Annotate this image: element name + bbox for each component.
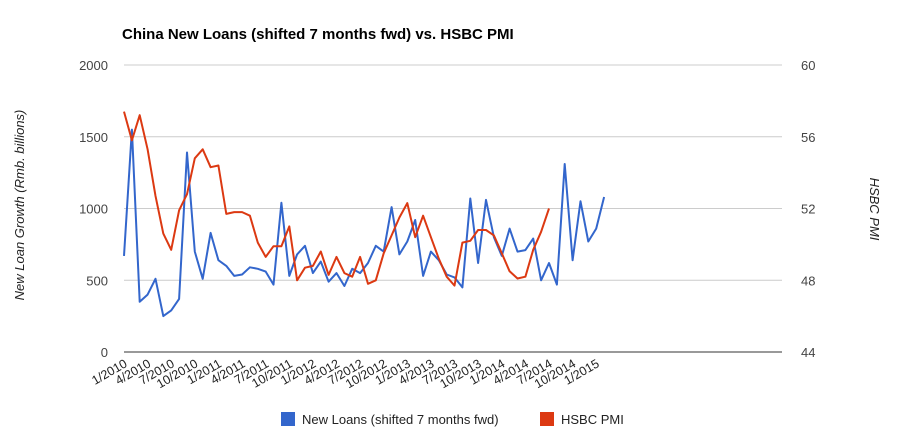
right-tick-label: 48 [801,273,815,288]
right-axis-ticks: 44 48 52 56 60 [801,58,815,360]
right-tick-label: 60 [801,58,815,73]
left-tick-label: 500 [86,273,108,288]
left-tick-label: 0 [101,345,108,360]
legend-swatch [540,412,554,426]
left-tick-label: 1500 [79,130,108,145]
legend-swatch [281,412,295,426]
series-line-hsbc-pmi [123,111,550,287]
legend-label: HSBC PMI [561,412,624,427]
x-axis-ticks: 1/20104/20107/201010/20101/20114/20117/2… [89,356,601,391]
gridlines [124,64,782,353]
right-axis-title: HSBC PMI [867,178,882,241]
right-tick-label: 56 [801,130,815,145]
left-tick-label: 2000 [79,58,108,73]
right-tick-label: 52 [801,202,815,217]
legend-label: New Loans (shifted 7 months fwd) [302,412,499,427]
left-tick-label: 1000 [79,202,108,217]
right-tick-label: 44 [801,345,815,360]
chart-title: China New Loans (shifted 7 months fwd) v… [122,26,514,43]
series-lines [123,111,606,318]
legend: New Loans (shifted 7 months fwd) HSBC PMI [281,412,624,427]
left-axis-ticks: 0 500 1000 1500 2000 [79,58,108,360]
left-axis-title: New Loan Growth (Rmb. billions) [12,110,27,301]
